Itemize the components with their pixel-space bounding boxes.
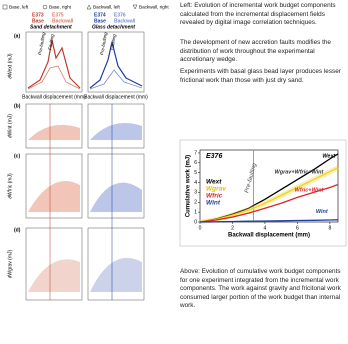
y-axis-label: ∂Wfric (mJ)	[7, 173, 13, 199]
y-tick-label: 2	[194, 200, 197, 206]
x-axis-label: Backwall displacement (mm)	[84, 94, 148, 100]
column-headers: E373 E375 Base Backwall Sand detachment …	[30, 12, 136, 30]
experiment-label: E374	[94, 12, 106, 18]
series-line	[199, 153, 339, 223]
text-block: The development of new accretion faults …	[180, 39, 331, 64]
legend-label: Base, left	[9, 4, 29, 9]
legend-label: Wfric	[206, 193, 223, 200]
series-line	[199, 183, 339, 223]
series-label: Wfric+Wint	[295, 187, 325, 193]
panel-label: (b)	[14, 103, 21, 109]
legend-label: Backwall, left	[93, 4, 121, 9]
chart-frame	[179, 139, 347, 247]
x-tick-label: 2	[231, 225, 234, 231]
legend-symbol	[2, 4, 8, 10]
panel-label: (a)	[14, 33, 20, 39]
chart-title: E376	[206, 153, 222, 160]
series-label: Wext	[322, 154, 336, 160]
text-block: Left: Evolution of incremental work budg…	[180, 2, 336, 27]
panel-label: (d)	[14, 227, 21, 233]
y-axis-label: ∂Wint (mJ)	[7, 114, 13, 138]
y-axis-label: ∂Wgrav (mJ)	[7, 250, 13, 279]
y-axis-label: ∂Wext (mJ)	[7, 53, 13, 78]
x-tick-label: 4	[264, 225, 267, 231]
experiment-label: E376	[114, 12, 126, 18]
phase-label: Pre-faulting	[37, 31, 46, 55]
legend-label: Wint	[206, 200, 221, 207]
legend-symbol	[132, 4, 138, 10]
x-axis-label: Backwall displacement (mm)	[22, 94, 86, 100]
y-axis-label: Cumulative work (mJ)	[186, 155, 192, 217]
legend-label: Wgrav	[206, 186, 226, 193]
panel-label: (c)	[14, 153, 20, 159]
y-tick-label: 3	[194, 190, 197, 196]
x-tick-label: 8	[328, 225, 331, 231]
legend-label: Base, right	[49, 4, 72, 9]
series-line	[199, 167, 339, 223]
legend: Base, left Base, right Backwall, left Ba…	[2, 4, 169, 10]
y-tick-label: 4	[194, 180, 197, 186]
series-line	[199, 219, 339, 223]
x-tick-label: 6	[296, 225, 299, 231]
part-label: Backwall	[114, 18, 136, 24]
y-tick-label: 5	[194, 170, 197, 176]
text-block: Above: Evolution of cumulative work budg…	[180, 268, 341, 310]
y-tick-label: 6	[194, 160, 197, 166]
text-block: Experiments with basal glass bead layer …	[180, 68, 341, 84]
experiment-label: E373	[32, 12, 44, 18]
panel-labels: (a) (b) (c) (d) ∂Wext (mJ) ∂Wint (mJ) ∂W…	[7, 31, 148, 278]
legend-label: Backwall, right	[139, 4, 169, 9]
y-tick-label: 1	[194, 209, 197, 215]
series-label: Wint	[316, 209, 329, 215]
legend-symbol	[42, 4, 48, 10]
experiment-label: E375	[52, 12, 64, 18]
panel-traces	[27, 39, 143, 300]
part-label: Backwall	[52, 18, 74, 24]
x-tick-label: 0	[199, 225, 202, 231]
column-title: Glass detachment	[92, 24, 135, 30]
panel-frames	[25, 31, 145, 301]
y-tick-label: 7	[194, 150, 197, 156]
legend-label: Wext	[206, 179, 222, 186]
part-label: Base	[94, 18, 106, 24]
annotation: Pre-faulting	[244, 162, 258, 194]
part-label: Base	[32, 18, 44, 24]
series-label: Wgrav+Wfric+Wint	[275, 169, 325, 175]
phase-label: Pre-faulting	[99, 31, 108, 55]
y-tick-label: 0	[194, 219, 197, 225]
plot-frame	[199, 149, 339, 223]
phase-label: Faulting	[109, 33, 117, 50]
phase-label: Faulting	[47, 33, 55, 50]
column-title: Sand detachment	[30, 24, 72, 30]
x-axis-label: Backwall displacement (mm)	[228, 233, 310, 239]
legend-symbol	[86, 4, 92, 10]
